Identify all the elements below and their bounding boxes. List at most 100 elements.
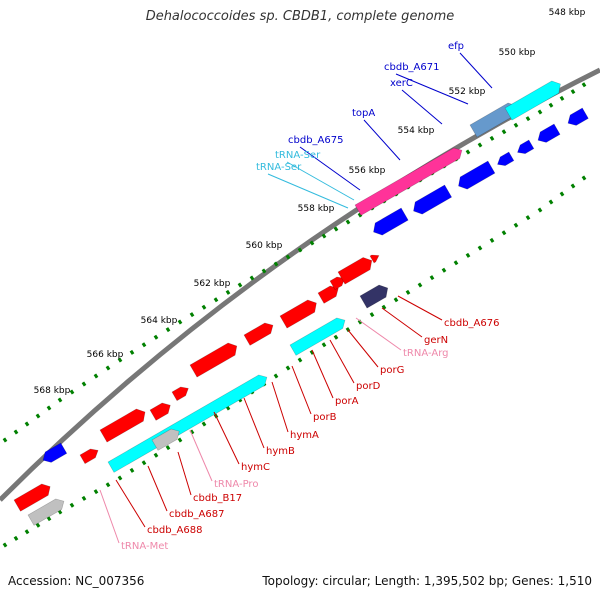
tick-mark: [357, 319, 363, 325]
tick-mark: [57, 397, 63, 403]
scale-label: 552 kbp: [449, 87, 486, 97]
tick-mark: [177, 319, 183, 325]
feature-label: hymB: [266, 446, 295, 457]
tick-mark: [465, 149, 471, 155]
tick-mark: [261, 268, 267, 274]
scale-label: 562 kbp: [194, 279, 231, 289]
scale-label: 560 kbp: [246, 241, 283, 251]
tick-mark: [105, 482, 111, 488]
tick-mark: [309, 240, 315, 246]
feature-label: porA: [335, 396, 359, 407]
label-leader: [311, 349, 334, 399]
accession-text: Accession: NC_007356: [8, 574, 145, 588]
tick-mark: [165, 327, 171, 333]
tick-mark: [570, 89, 576, 95]
label-leader: [299, 146, 361, 191]
feature-label: xerC: [390, 78, 413, 89]
reverse-cds: [458, 160, 496, 190]
tick-mark: [273, 373, 279, 379]
gene-bar: [504, 80, 561, 121]
tick-mark: [537, 109, 543, 115]
tick-mark: [81, 381, 87, 387]
tick-mark: [477, 245, 483, 251]
tick-mark: [477, 142, 483, 148]
tick-mark: [393, 297, 399, 303]
tick-mark: [285, 254, 291, 260]
tick-mark: [273, 261, 279, 267]
label-leader: [381, 307, 423, 338]
tick-mark: [2, 542, 8, 548]
tick-mark: [117, 475, 123, 481]
label-leader: [329, 339, 355, 384]
tick-mark: [321, 233, 327, 239]
tick-mark: [201, 304, 207, 310]
forward-cds: [369, 254, 380, 264]
scale-label: 550 kbp: [499, 48, 536, 58]
rna-bar: [359, 284, 389, 309]
tick-mark: [117, 357, 123, 363]
tick-mark: [559, 95, 565, 101]
tick-mark: [46, 405, 52, 411]
gene-features: [13, 80, 589, 526]
label-leader: [459, 52, 493, 89]
tick-mark: [548, 199, 554, 205]
label-leader: [271, 381, 289, 433]
feature-label: tRNA-Ser: [275, 150, 321, 161]
tick-mark: [369, 312, 375, 318]
tick-mark: [285, 365, 291, 371]
scale-label: 554 kbp: [398, 126, 435, 136]
tick-mark: [525, 116, 531, 122]
rna-bar: [27, 498, 65, 526]
scale-label: 566 kbp: [87, 350, 124, 360]
tick-mark: [333, 334, 339, 340]
feature-label: porD: [356, 381, 381, 392]
tick-mark: [297, 357, 303, 363]
reverse-cds: [42, 442, 68, 463]
tick-mark: [333, 226, 339, 232]
tick-mark: [581, 175, 587, 181]
tick-mark: [24, 421, 30, 427]
reverse-cds: [497, 151, 515, 166]
tick-mark: [105, 365, 111, 371]
reverse-cds: [537, 123, 561, 143]
feature-label: tRNA-Met: [121, 541, 168, 552]
tick-mark: [249, 275, 255, 281]
forward-cds: [79, 448, 99, 465]
tick-mark: [465, 252, 471, 258]
feature-label: porB: [313, 412, 337, 423]
label-leader: [397, 295, 443, 321]
tick-mark: [489, 135, 495, 141]
scale-label: 558 kbp: [298, 204, 335, 214]
forward-cds: [279, 299, 317, 329]
feature-label: gerN: [424, 335, 448, 346]
tick-mark: [69, 389, 75, 395]
map-title: Dehalococcoides sp. CBDB1, complete geno…: [145, 9, 455, 24]
tick-mark: [321, 342, 327, 348]
tick-mark: [570, 183, 576, 189]
reverse-cds: [413, 184, 453, 215]
tick-mark: [69, 502, 75, 508]
scale-label: 556 kbp: [349, 166, 386, 176]
tick-mark: [297, 247, 303, 253]
rna-bar: [354, 147, 463, 216]
tick-mark: [81, 495, 87, 501]
tick-mark: [129, 349, 135, 355]
label-leader: [147, 465, 168, 512]
forward-cds: [13, 483, 51, 512]
scale-label: 564 kbp: [141, 316, 178, 326]
scale-label: 548 kbp: [549, 8, 586, 18]
feature-label: cbdb_B17: [193, 493, 242, 504]
tick-mark: [213, 297, 219, 303]
feature-label: porG: [380, 365, 404, 376]
label-leader: [347, 329, 379, 368]
label-leader: [115, 479, 146, 528]
tick-mark: [93, 373, 99, 379]
tick-mark: [177, 437, 183, 443]
tick-mark: [141, 342, 147, 348]
tick-mark: [24, 529, 30, 535]
genome-summary-text: Topology: circular; Length: 1,395,502 bp…: [262, 574, 592, 588]
feature-label: hymC: [241, 462, 270, 473]
tick-mark: [13, 535, 19, 541]
tick-mark: [513, 122, 519, 128]
